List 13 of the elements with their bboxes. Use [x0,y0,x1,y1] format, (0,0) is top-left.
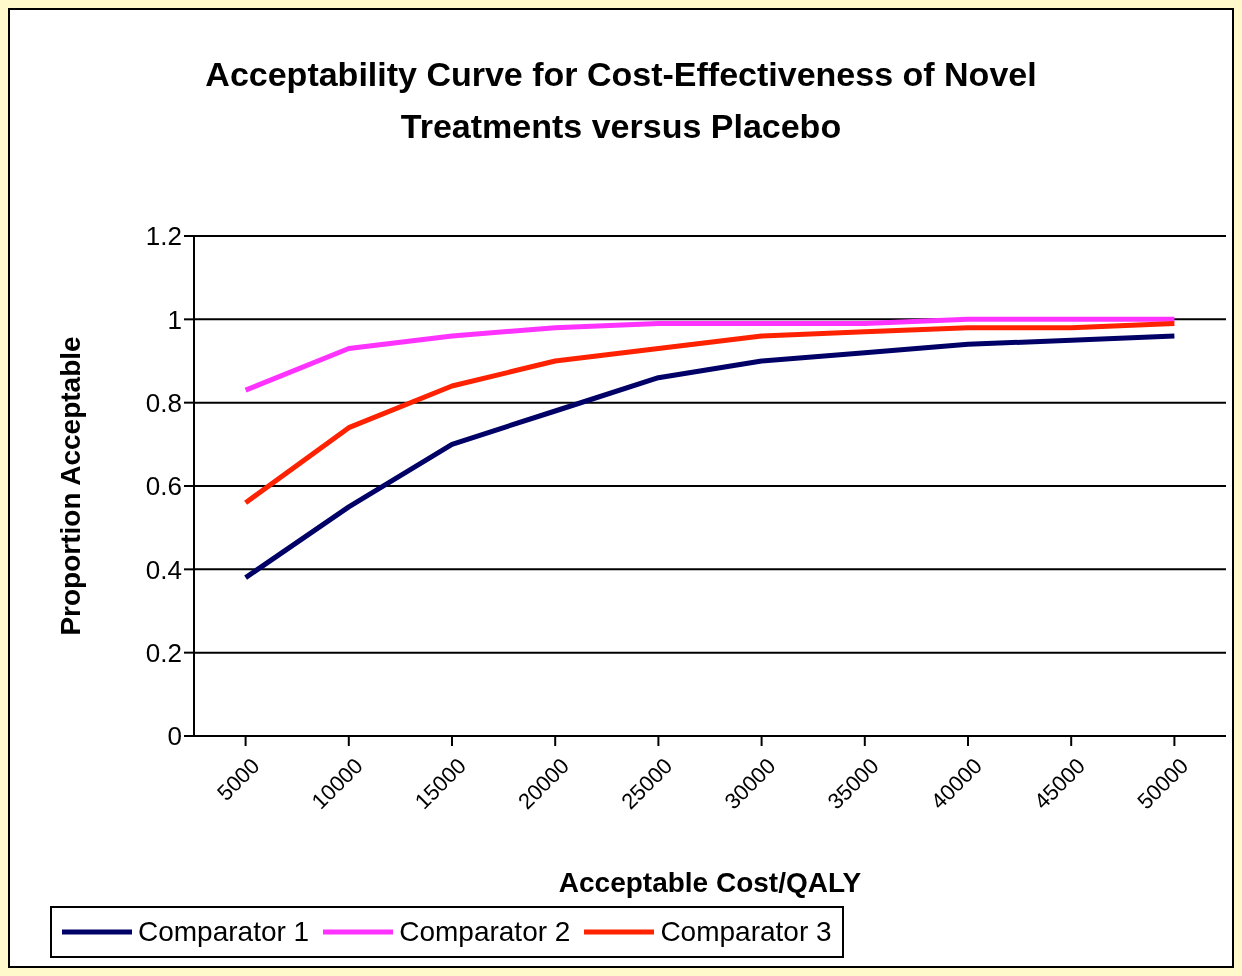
y-tick-label: 0.8 [145,387,182,418]
x-axis-title: Acceptable Cost/QALY [558,867,862,898]
y-tick-label: 0.6 [145,471,182,502]
legend-label: Comparator 3 [660,916,832,948]
legend-label: Comparator 1 [138,916,310,948]
legend-label: Comparator 2 [399,916,571,948]
y-tick-label: 0.4 [145,554,182,585]
y-tick-label: 1.2 [145,221,182,252]
y-axis-title: Proportion Acceptable [54,336,86,636]
y-tick-label: 0.2 [145,637,182,668]
y-tick-label: 1 [167,304,182,335]
y-tick-label: 0 [167,721,182,752]
chart-title: Acceptability Curve for Cost-Effectiveness of Novel Treatments versus Placebo [204,54,1038,147]
